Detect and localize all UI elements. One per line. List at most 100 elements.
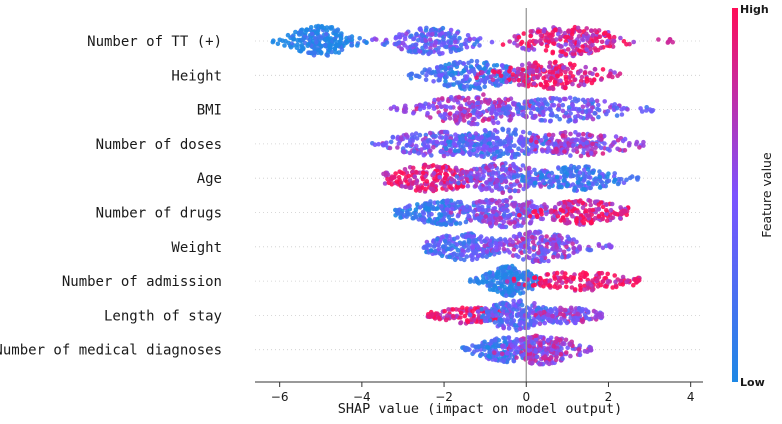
- shap-dot: [473, 81, 479, 87]
- shap-dot: [550, 69, 556, 75]
- shap-dot: [485, 345, 491, 350]
- shap-dot: [515, 43, 520, 48]
- shap-dot: [427, 37, 433, 42]
- shap-dot: [508, 195, 513, 200]
- shap-dot: [553, 59, 558, 65]
- shap-dot: [586, 102, 591, 107]
- shap-dot: [454, 110, 460, 116]
- shap-dot: [576, 34, 582, 39]
- shap-dot: [450, 307, 456, 312]
- shap-dot: [538, 342, 543, 347]
- shap-dot: [403, 184, 408, 190]
- shap-dot: [405, 45, 410, 50]
- shap-dot: [537, 321, 543, 327]
- shap-dot: [339, 47, 345, 53]
- shap-dot: [516, 77, 522, 83]
- shap-dot: [533, 171, 539, 176]
- shap-dot: [507, 250, 512, 255]
- shap-dot: [431, 106, 437, 111]
- shap-dot: [458, 46, 464, 52]
- shap-dot: [593, 145, 598, 150]
- shap-dot: [431, 145, 436, 150]
- shap-dot: [550, 242, 555, 247]
- shap-dot: [563, 34, 568, 40]
- shap-dot: [542, 320, 548, 326]
- shap-dot: [500, 301, 506, 306]
- shap-dot: [603, 30, 608, 36]
- shap-dot: [600, 204, 606, 210]
- shap-dot: [543, 35, 549, 40]
- shap-dot: [501, 246, 507, 252]
- shap-dot: [456, 180, 461, 186]
- shap-dot: [516, 82, 522, 88]
- shap-dot: [527, 130, 533, 136]
- shap-dot: [529, 234, 535, 240]
- shap-dot: [313, 24, 319, 29]
- shap-dot: [397, 169, 402, 174]
- shap-dot: [534, 139, 539, 145]
- shap-dot: [510, 112, 516, 117]
- shap-dot: [631, 39, 636, 45]
- shap-dot: [459, 252, 465, 258]
- shap-dot: [411, 110, 416, 116]
- shap-dot: [455, 235, 460, 240]
- shap-dot: [526, 348, 532, 353]
- shap-dot: [518, 337, 524, 343]
- shap-dot: [452, 148, 458, 153]
- shap-dot: [319, 50, 324, 55]
- shap-dot: [487, 147, 493, 153]
- feature-label: Number of medical diagnoses: [0, 343, 222, 359]
- shap-dot: [458, 42, 464, 48]
- shap-dot: [504, 279, 510, 284]
- colorbar-title: Feature value: [759, 152, 774, 238]
- feature-label: Length of stay: [104, 308, 222, 324]
- shap-dot: [407, 178, 413, 183]
- shap-dot: [550, 96, 556, 101]
- shap-dot: [458, 144, 464, 149]
- shap-dot: [467, 100, 472, 105]
- shap-dot: [324, 28, 330, 33]
- shap-dot: [498, 236, 503, 242]
- shap-dot: [625, 278, 631, 283]
- shap-dot: [518, 291, 523, 296]
- shap-dot: [448, 40, 454, 45]
- feature-beeswarm: [370, 126, 646, 162]
- shap-dot: [515, 350, 520, 355]
- shap-dot: [456, 140, 462, 146]
- shap-dot: [505, 97, 511, 103]
- shap-dot: [425, 110, 430, 116]
- shap-dot: [357, 36, 363, 41]
- shap-dot: [527, 249, 532, 255]
- shap-dot: [318, 24, 324, 30]
- shap-dot: [536, 29, 541, 34]
- shap-dot: [636, 278, 642, 283]
- shap-dot: [504, 351, 510, 356]
- shap-dot: [612, 102, 618, 107]
- shap-dot: [521, 140, 527, 146]
- shap-dot: [608, 105, 613, 110]
- shap-dot: [477, 235, 483, 241]
- shap-dot: [576, 347, 582, 352]
- shap-dot: [328, 26, 334, 31]
- shap-dot: [510, 239, 515, 245]
- shap-dot: [605, 278, 611, 284]
- shap-dot: [530, 360, 535, 366]
- shap-dot: [486, 98, 492, 104]
- shap-dot: [457, 59, 463, 65]
- x-axis-title: SHAP value (impact on model output): [338, 401, 622, 417]
- shap-dot: [423, 28, 429, 33]
- shap-dot: [629, 174, 635, 179]
- shap-dot: [474, 179, 480, 185]
- shap-dot: [429, 182, 435, 187]
- shap-dot: [587, 108, 592, 113]
- shap-dot: [539, 174, 544, 179]
- shap-dot: [534, 68, 540, 74]
- shap-dot: [432, 176, 437, 182]
- shap-dot: [465, 114, 470, 120]
- shap-dot: [656, 37, 661, 42]
- shap-dot: [451, 82, 456, 87]
- shap-dot: [483, 129, 489, 134]
- shap-dot: [407, 185, 412, 190]
- shap-dot: [488, 213, 494, 218]
- shap-dot: [542, 135, 548, 140]
